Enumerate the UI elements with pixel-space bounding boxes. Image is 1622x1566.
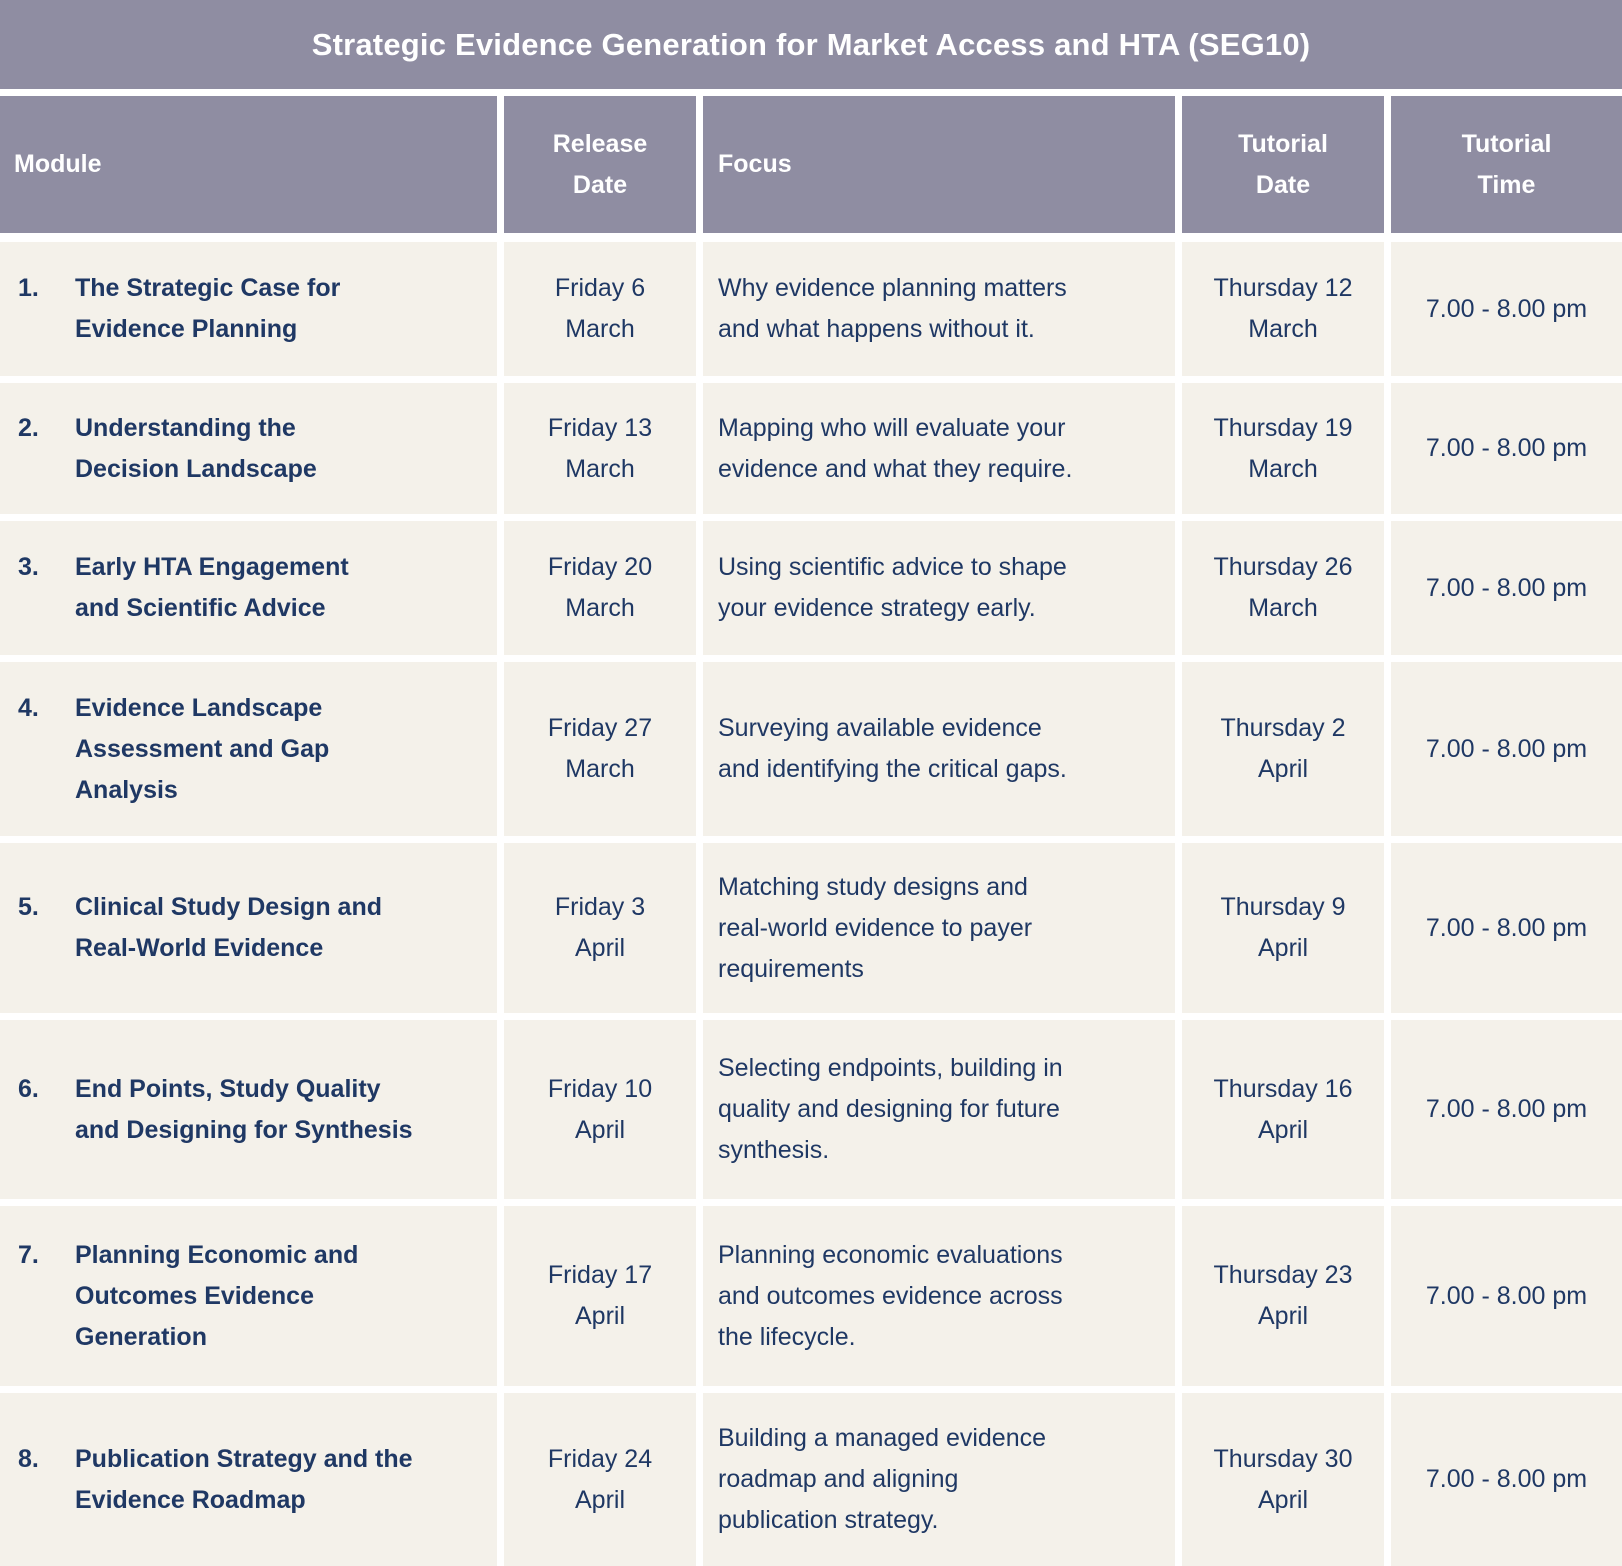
release-date: Friday 17 April [504,1206,696,1386]
focus-text: Why evidence planning matters and what h… [703,242,1175,376]
module-cell: 5. Clinical Study Design and Real-World … [0,843,497,1013]
module-cell: 6. End Points, Study Quality and Designi… [0,1020,497,1199]
module-title: Understanding the Decision Landscape [75,413,317,483]
module-number: 4. [18,693,39,722]
tutorial-date: Thursday 19 March [1182,383,1384,514]
column-header-focus: Focus [703,96,1175,233]
table-row: 2. Understanding the Decision Landscape … [0,383,1622,514]
module-cell: 8. Publication Strategy and the Evidence… [0,1393,497,1566]
tutorial-time: 7.00 - 8.00 pm [1391,662,1622,836]
header-row: Module Release Date Focus Tutorial Date … [0,96,1622,233]
tutorial-date: Thursday 16 April [1182,1020,1384,1199]
table-row: 1. The Strategic Case for Evidence Plann… [0,242,1622,376]
tutorial-time: 7.00 - 8.00 pm [1391,1020,1622,1199]
focus-text: Mapping who will evaluate your evidence … [703,383,1175,514]
tutorial-date: Thursday 26 March [1182,521,1384,655]
tutorial-time: 7.00 - 8.00 pm [1391,843,1622,1013]
focus-text: Surveying available evidence and identif… [703,662,1175,836]
focus-text: Building a managed evidence roadmap and … [703,1393,1175,1566]
focus-text: Selecting endpoints, building in quality… [703,1020,1175,1199]
module-cell: 1. The Strategic Case for Evidence Plann… [0,242,497,376]
module-cell: 4. Evidence Landscape Assessment and Gap… [0,662,497,836]
table-row: 5. Clinical Study Design and Real-World … [0,843,1622,1013]
tutorial-time: 7.00 - 8.00 pm [1391,242,1622,376]
table-row: 4. Evidence Landscape Assessment and Gap… [0,662,1622,836]
release-date: Friday 3 April [504,843,696,1013]
tutorial-date: Thursday 23 April [1182,1206,1384,1386]
module-title: The Strategic Case for Evidence Planning [75,274,341,343]
module-cell: 3. Early HTA Engagement and Scientific A… [0,521,497,655]
release-date: Friday 10 April [504,1020,696,1199]
tutorial-date: Thursday 12 March [1182,242,1384,376]
module-title: Publication Strategy and the Evidence Ro… [75,1444,413,1514]
tutorial-time: 7.00 - 8.00 pm [1391,1393,1622,1566]
tutorial-time: 7.00 - 8.00 pm [1391,383,1622,514]
column-header-tutorial-time: Tutorial Time [1391,96,1622,233]
module-number: 2. [18,413,39,442]
release-date: Friday 6 March [504,242,696,376]
module-number: 3. [18,553,39,581]
module-title: Early HTA Engagement and Scientific Advi… [75,553,349,622]
tutorial-time: 7.00 - 8.00 pm [1391,521,1622,655]
tutorial-date: Thursday 2 April [1182,662,1384,836]
release-date: Friday 24 April [504,1393,696,1566]
table-title: Strategic Evidence Generation for Market… [0,0,1622,89]
release-date: Friday 20 March [504,521,696,655]
module-cell: 7. Planning Economic and Outcomes Eviden… [0,1206,497,1386]
module-title: End Points, Study Quality and Designing … [75,1074,413,1144]
table-row: 3. Early HTA Engagement and Scientific A… [0,521,1622,655]
module-number: 6. [18,1074,39,1103]
focus-text: Planning economic evaluations and outcom… [703,1206,1175,1386]
focus-text: Using scientific advice to shape your ev… [703,521,1175,655]
table-row: 7. Planning Economic and Outcomes Eviden… [0,1206,1622,1386]
tutorial-time: 7.00 - 8.00 pm [1391,1206,1622,1386]
module-cell: 2. Understanding the Decision Landscape [0,383,497,514]
table-row: 8. Publication Strategy and the Evidence… [0,1393,1622,1566]
module-title: Clinical Study Design and Real-World Evi… [75,893,382,962]
module-title: Evidence Landscape Assessment and Gap An… [75,693,330,804]
module-number: 7. [18,1240,39,1269]
table-row: 6. End Points, Study Quality and Designi… [0,1020,1622,1199]
module-number: 8. [18,1444,39,1473]
table-body: 1. The Strategic Case for Evidence Plann… [0,242,1622,1566]
module-number: 5. [18,893,39,921]
focus-text: Matching study designs and real-world ev… [703,843,1175,1013]
module-number: 1. [18,274,39,302]
column-header-module: Module [0,96,497,233]
tutorial-date: Thursday 30 April [1182,1393,1384,1566]
column-header-tutorial-date: Tutorial Date [1182,96,1384,233]
column-header-release-date: Release Date [504,96,696,233]
release-date: Friday 27 March [504,662,696,836]
tutorial-date: Thursday 9 April [1182,843,1384,1013]
release-date: Friday 13 March [504,383,696,514]
module-title: Planning Economic and Outcomes Evidence … [75,1240,359,1351]
